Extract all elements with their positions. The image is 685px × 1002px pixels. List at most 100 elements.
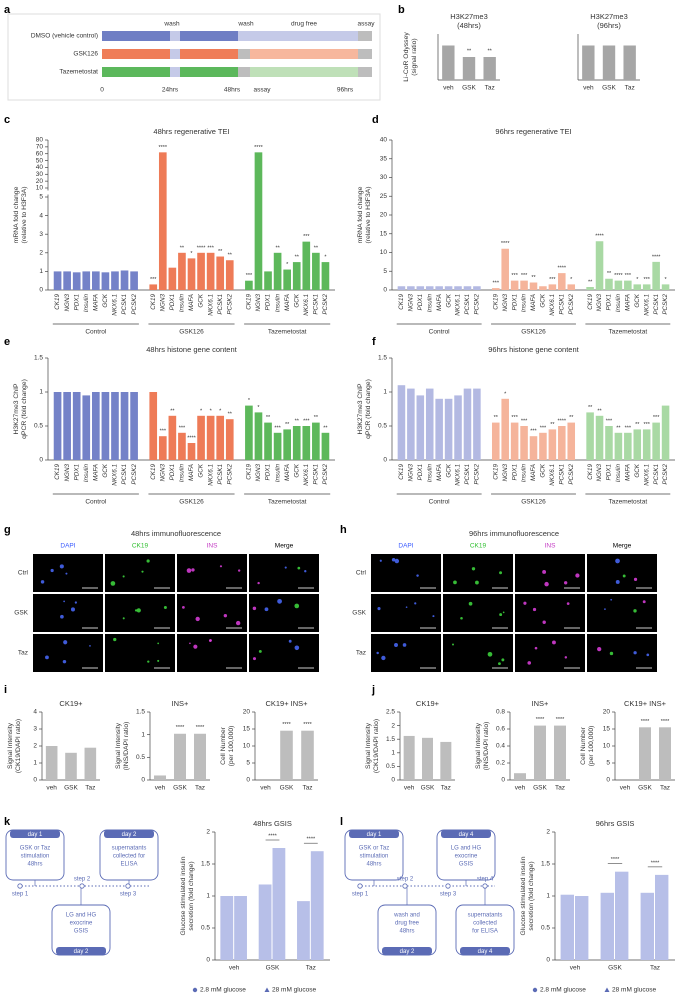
significance: *** — [625, 425, 632, 431]
cell — [252, 606, 257, 611]
bar — [624, 280, 632, 290]
timeline-segment — [250, 31, 358, 41]
significance: * — [324, 255, 327, 261]
significance: * — [200, 408, 203, 414]
gene-label: NGN3 — [159, 294, 166, 312]
y-tick-label: 0 — [606, 777, 610, 784]
gene-label: NGN3 — [502, 294, 509, 312]
bar — [548, 284, 557, 290]
y-tick-label: 1 — [383, 389, 387, 396]
timeline-segment — [102, 49, 170, 59]
gene-label: PDX1 — [73, 464, 80, 480]
gene-label: Insulin — [274, 294, 281, 313]
micrograph-row-label: GSK — [352, 610, 366, 617]
y-axis-label: Li-CoR Odyssey — [403, 32, 410, 82]
bar — [245, 405, 253, 460]
step-node — [125, 883, 131, 889]
gene-label: NGN3 — [408, 464, 415, 482]
group-label: GSK126 — [521, 499, 546, 506]
cell — [189, 642, 191, 645]
bar — [520, 426, 528, 460]
bar — [310, 851, 324, 960]
bar — [425, 286, 434, 290]
bar — [444, 286, 453, 290]
significance: * — [257, 405, 260, 411]
chart-title: 48hrs GSIS — [253, 819, 292, 828]
step-text: ELISA — [120, 862, 137, 868]
significance: ** — [295, 418, 300, 424]
bar — [491, 288, 500, 290]
cell — [633, 609, 637, 613]
significance: ** — [531, 275, 536, 281]
significance: ** — [218, 249, 223, 255]
group-label: GSK126 — [179, 329, 204, 336]
timeline-segment — [180, 49, 238, 59]
y-tick-label: 10 — [36, 185, 44, 192]
bar — [425, 388, 434, 460]
step-text: GSK or Taz — [359, 846, 390, 852]
gene-label: PCSK1 — [464, 294, 471, 315]
group-label: Control — [429, 329, 451, 336]
cell — [453, 580, 457, 585]
y-tick-label: 0.5 — [541, 925, 550, 932]
y-tick-label: 30 — [380, 174, 388, 181]
day-tab — [441, 830, 491, 838]
bar — [194, 733, 206, 780]
bar — [297, 901, 310, 960]
bar — [82, 271, 91, 290]
day-label: day 4 — [459, 832, 474, 838]
bar — [245, 280, 253, 290]
chart-title: H3K27me3 — [450, 12, 488, 21]
y-tick-label: 2 — [39, 250, 43, 257]
micrograph — [105, 554, 175, 592]
y-tick-label: 1.5 — [201, 861, 210, 868]
cell — [70, 607, 75, 612]
cell — [646, 653, 650, 657]
cell — [163, 605, 167, 609]
bar — [149, 284, 158, 290]
y-tick-label: 0.5 — [386, 763, 395, 770]
micrograph — [177, 554, 247, 592]
y-tick-label: 1 — [391, 750, 395, 757]
timeline-segment — [170, 67, 180, 77]
significance: **** — [661, 719, 670, 725]
step-text: collected — [473, 921, 497, 927]
bar — [595, 241, 604, 290]
step-node — [445, 883, 451, 889]
chart-title: CK19+ — [59, 699, 83, 708]
micrograph-column-label: INS — [545, 543, 557, 550]
group-label: Control — [85, 329, 107, 336]
bar — [197, 252, 205, 290]
cell — [113, 637, 117, 642]
micrograph — [177, 594, 247, 632]
cell — [502, 611, 505, 614]
gene-label: PCSK2 — [322, 294, 329, 315]
cell — [394, 643, 398, 647]
gene-label: Insulin — [426, 464, 433, 483]
bar — [407, 388, 415, 460]
chart-title: CK19+ INS+ — [265, 699, 308, 708]
gene-label: PDX1 — [169, 294, 176, 310]
gene-label: PCSK2 — [568, 464, 575, 485]
cell — [141, 570, 144, 573]
gene-label: GCK — [445, 293, 452, 307]
gene-label: MAFA — [530, 294, 537, 311]
bar — [501, 248, 509, 290]
micrograph-column-label: CK19 — [470, 543, 487, 550]
y-tick-label: 4 — [33, 709, 37, 716]
significance: *** — [511, 273, 518, 279]
gene-label: PCSK1 — [558, 464, 565, 485]
bar — [302, 241, 311, 290]
chart-title: INS+ — [172, 699, 190, 708]
y-tick-label: 15 — [243, 726, 251, 733]
step-text: LG and HG — [451, 846, 482, 852]
x-tick-label: GSK — [421, 785, 435, 792]
gene-label: CK19 — [150, 464, 157, 480]
bar — [534, 725, 546, 780]
cell — [523, 601, 527, 605]
significance: ** — [323, 425, 328, 431]
y-tick-label: 0 — [246, 777, 250, 784]
bar — [444, 398, 453, 460]
cell — [182, 606, 185, 609]
gene-label: MAFA — [93, 464, 100, 481]
